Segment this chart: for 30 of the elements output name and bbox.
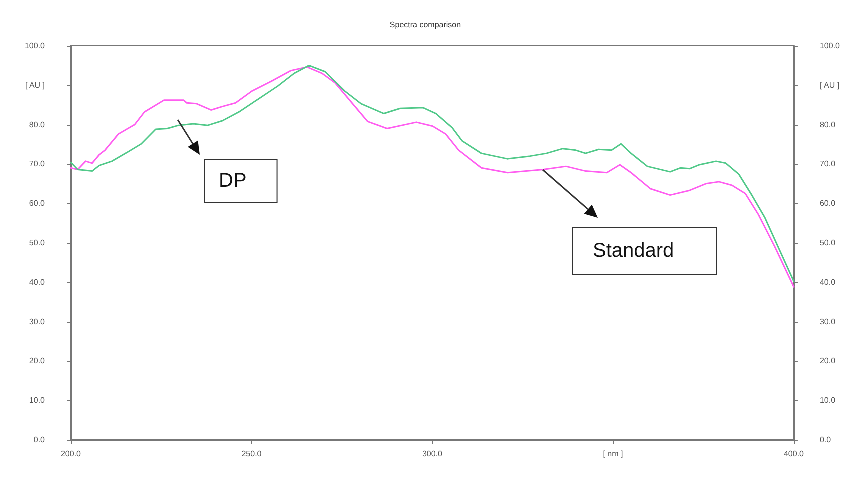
y2-tick-label: 80.0 bbox=[820, 120, 836, 130]
y2-tick-label: 30.0 bbox=[820, 317, 836, 326]
x-tick-label: 300.0 bbox=[422, 450, 444, 458]
y-tick-label: 50.0 bbox=[29, 238, 46, 248]
y2-tick-label: [ AU ] bbox=[820, 80, 840, 90]
annotation: Standard bbox=[593, 240, 674, 262]
y-tick-label: 40.0 bbox=[29, 278, 46, 287]
x-tick-label: 250.0 bbox=[242, 450, 262, 458]
y-tick-label: 100.0 bbox=[24, 42, 46, 50]
y-tick-label: 0.0 bbox=[34, 436, 46, 444]
y-tick-label: 80.0 bbox=[29, 120, 46, 130]
y2-tick-label: 10.0 bbox=[820, 396, 836, 406]
chart-title: Spectra comparison bbox=[390, 20, 462, 30]
y-tick-label: [ AU ] bbox=[25, 80, 45, 90]
y-tick-label: 10.0 bbox=[29, 396, 46, 406]
x-tick-label: [ nm ] bbox=[603, 450, 624, 458]
y-tick-label: 20.0 bbox=[29, 356, 46, 366]
x-tick-label: 200.0 bbox=[60, 450, 82, 458]
y2-tick-label: 70.0 bbox=[820, 160, 836, 169]
y2-tick-label: 100.0 bbox=[820, 42, 841, 50]
y2-tick-label: 40.0 bbox=[820, 278, 836, 287]
x-tick-label: 400.0 bbox=[784, 450, 805, 458]
y2-tick-label: 50.0 bbox=[820, 238, 836, 248]
y-tick-label: 30.0 bbox=[29, 317, 46, 326]
y2-tick-label: 20.0 bbox=[820, 356, 836, 366]
y-tick-label: 60.0 bbox=[29, 199, 46, 208]
y-tick-label: 70.0 bbox=[29, 160, 46, 169]
y2-tick-label: 60.0 bbox=[820, 199, 836, 208]
annotation: DP bbox=[219, 170, 247, 192]
y2-tick-label: 0.0 bbox=[820, 436, 832, 444]
